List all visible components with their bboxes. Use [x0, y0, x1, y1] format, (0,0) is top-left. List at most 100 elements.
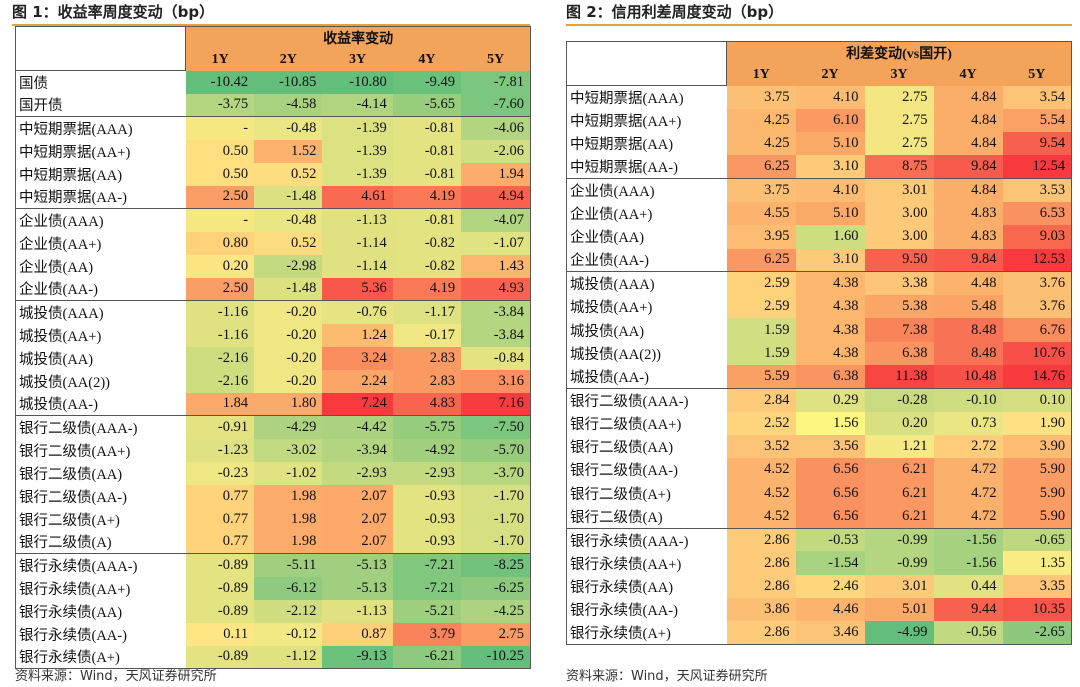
table-cell: 0.87: [322, 622, 393, 646]
table-row: 城投债(AA(2)) -2.16 -0.20 2.24 2.83 3.16: [15, 369, 531, 393]
table-row: 企业债(AA) 3.95 1.60 3.00 4.83 9.03: [566, 225, 1072, 249]
row-label: 中短期票据(AA-): [15, 185, 186, 209]
table-cell: 4.84: [933, 178, 1003, 202]
table-cell: -2.12: [254, 599, 323, 623]
table-row: 城投债(AA+) 2.59 4.38 5.38 5.48 3.76: [566, 295, 1072, 319]
table-cell: -1.07: [461, 231, 531, 255]
row-label: 企业债(AA-): [15, 277, 186, 301]
table-cell: -7.21: [392, 553, 462, 577]
row-label: 银行永续债(A+): [15, 645, 186, 669]
table-row: 银行永续债(AA) 2.86 2.46 3.01 0.44 3.35: [566, 574, 1072, 599]
table-cell: 3.10: [795, 248, 865, 273]
table-cell: 14.76: [1002, 365, 1072, 389]
column-header-4y: 4Y: [392, 48, 462, 71]
table-cell: 3.95: [726, 225, 796, 249]
table-cell: 4.83: [933, 201, 1003, 226]
table-cell: 2.07: [322, 484, 393, 508]
table-cell: -0.93: [392, 484, 462, 508]
table-cell: -4.06: [461, 116, 531, 140]
panel-title: 图 1：收益率周度变动（bp）: [12, 0, 530, 26]
table-cell: -6.12: [254, 576, 323, 600]
table-cell: 5.01: [864, 598, 934, 622]
table-cell: -0.93: [392, 507, 462, 531]
table-cell: 8.48: [933, 341, 1003, 366]
table-row: 银行永续债(AAA-) 2.86 -0.53 -0.99 -1.56 -0.65: [566, 528, 1072, 552]
table-cell: 0.11: [185, 622, 255, 646]
table-cell: -4.42: [322, 415, 393, 439]
table-cell: 3.16: [461, 369, 531, 393]
spread-change-panel: 图 2：信用利差周度变动（bp） 利差变动(vs国开) 1Y 2Y 3Y 4Y 5Y 中…: [566, 0, 1073, 684]
table-cell: 4.38: [795, 295, 865, 319]
table-cell: 10.76: [1002, 341, 1072, 366]
table-cell: 2.59: [726, 271, 796, 296]
table-cell: 3.76: [1002, 295, 1072, 319]
table-cell: 2.46: [795, 574, 865, 599]
table-cell: -0.99: [864, 551, 934, 575]
table-cell: -0.89: [185, 576, 255, 600]
table-cell: 4.94: [461, 185, 531, 209]
row-label: 国开债: [15, 93, 186, 117]
table-cell: 6.25: [726, 155, 796, 180]
table-cell: -1.02: [254, 461, 323, 485]
row-label: 银行永续债(AA): [566, 574, 727, 599]
table-cell: -1.70: [461, 530, 531, 554]
table-cell: 5.10: [795, 132, 865, 156]
table-cell: 4.48: [933, 271, 1003, 296]
table-cell: 2.07: [322, 530, 393, 554]
table-cell: 1.59: [726, 341, 796, 366]
table-cell: -5.13: [322, 576, 393, 600]
table-cell: 2.75: [864, 85, 934, 109]
panel-title: 图 2：信用利差周度变动（bp）: [566, 0, 1072, 26]
table-cell: -3.94: [322, 438, 393, 462]
table-cell: 6.76: [1002, 318, 1072, 342]
column-header-2y: 2Y: [254, 48, 323, 71]
table-cell: -10.80: [322, 70, 393, 94]
header-blank: [566, 41, 727, 86]
column-header-1y: 1Y: [726, 63, 796, 86]
table-cell: -0.48: [254, 116, 323, 140]
table-cell: -4.58: [254, 93, 323, 117]
table-cell: 0.77: [185, 484, 255, 508]
table-cell: -2.93: [322, 461, 393, 485]
table-cell: 3.54: [1002, 85, 1072, 109]
column-header-1y: 1Y: [185, 48, 255, 71]
table-cell: 4.25: [726, 108, 796, 133]
table-row: 企业债(AA) 0.20 -2.98 -1.14 -0.82 1.43: [15, 254, 531, 278]
table-cell: -0.65: [1002, 528, 1072, 552]
column-header-row: 1Y 2Y 3Y 4Y 5Y: [16, 48, 531, 71]
row-label: 银行二级债(AA-): [15, 484, 186, 508]
table-cell: 2.86: [726, 551, 796, 575]
table-cell: 8.48: [933, 318, 1003, 342]
table-cell: -10.42: [185, 70, 255, 94]
table-cell: -0.93: [392, 530, 462, 554]
table-cell: 4.52: [726, 458, 796, 482]
table-cell: -4.07: [461, 208, 531, 232]
table-row: 银行永续债(AA) -0.89 -2.12 -1.13 -5.21 -4.25: [15, 599, 531, 623]
table-row: 城投债(AA(2)) 1.59 4.38 6.38 8.48 10.76: [566, 341, 1072, 366]
table-cell: 2.86: [726, 574, 796, 599]
table-cell: 2.75: [461, 622, 531, 646]
table-cell: 1.98: [254, 507, 323, 531]
row-label: 城投债(AA(2)): [566, 341, 727, 366]
table-cell: 2.50: [185, 185, 255, 209]
row-label: 企业债(AA-): [566, 248, 727, 273]
table-cell: 2.86: [726, 621, 796, 646]
table-cell: 1.60: [795, 225, 865, 249]
table-cell: -7.50: [461, 415, 531, 439]
row-label: 银行永续债(AAA-): [566, 528, 727, 552]
table-cell: 0.80: [185, 231, 255, 255]
table-cell: -1.16: [185, 300, 255, 324]
row-label: 企业债(AA): [15, 254, 186, 278]
table-cell: -4.14: [322, 93, 393, 117]
source-note: 资料来源：Wind，天风证券研究所: [15, 669, 217, 684]
table-cell: 5.54: [1002, 108, 1072, 133]
row-label: 城投债(AA): [566, 318, 727, 342]
table-cell: -5.11: [254, 553, 323, 577]
table-cell: 4.84: [933, 85, 1003, 109]
table-cell: 5.90: [1002, 458, 1072, 482]
table-cell: -4.99: [864, 621, 934, 646]
row-label: 中短期票据(AAA): [566, 85, 727, 109]
table-cell: -2.16: [185, 369, 255, 393]
table-cell: -2.06: [461, 139, 531, 163]
column-header-4y: 4Y: [933, 63, 1003, 86]
